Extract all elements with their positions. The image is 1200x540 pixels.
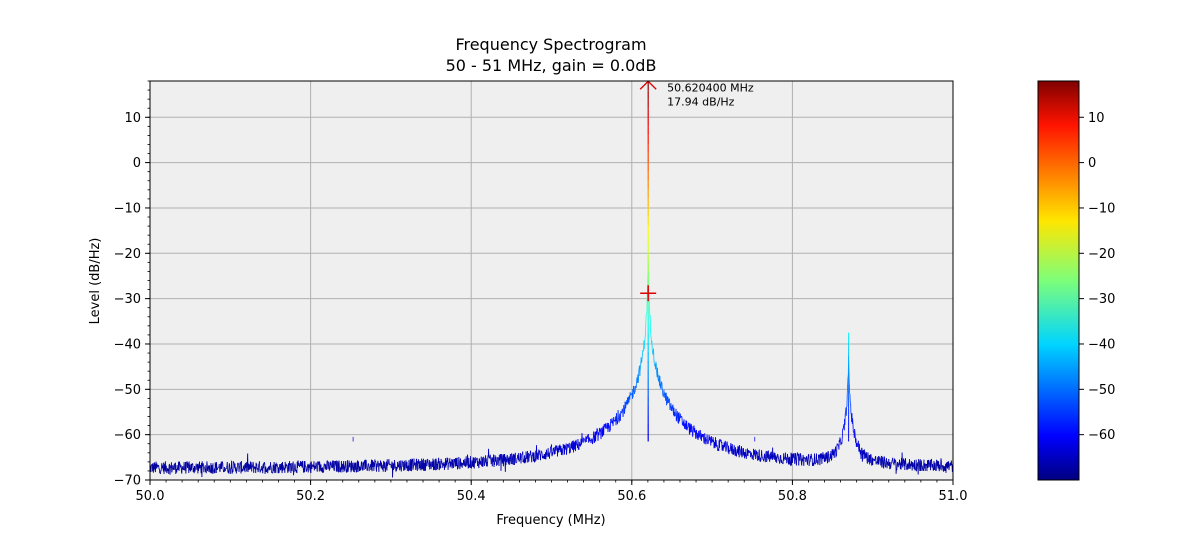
x-tick-label: 50.4 [457,489,486,504]
colorbar-tick-label: −50 [1088,383,1115,398]
x-tick-label: 51.0 [939,489,968,504]
axis-ticks: 50.0 50.2 50.4 50.6 50.8 51.0 10 0 −10 −20 −30 −40 −… [114,80,968,504]
x-tick-label: 50.0 [136,489,165,504]
x-tick-label: 50.2 [296,489,325,504]
chart-title: Frequency Spectrogram [455,35,646,54]
y-tick-label: −30 [114,292,141,307]
y-axis-label: Level (dB/Hz) [88,238,103,325]
y-tick-label: 10 [124,111,141,126]
plot-area [150,81,953,480]
colorbar-tick-label: −10 [1088,201,1115,216]
colorbar-tick-label: −60 [1088,428,1115,443]
x-tick-label: 50.6 [617,489,646,504]
x-axis-label: Frequency (MHz) [496,513,605,528]
colorbar [1037,80,1080,481]
y-tick-label: −50 [114,383,141,398]
y-tick-label: −10 [114,201,141,216]
colorbar-tick-label: −20 [1088,247,1115,262]
y-tick-label: −60 [114,428,141,443]
y-tick-label: −20 [114,247,141,262]
colorbar-tick-label: 0 [1088,156,1096,171]
y-tick-label: −70 [114,474,141,489]
chart-subtitle: 50 - 51 MHz, gain = 0.0dB [446,56,657,75]
colorbar-tick-label: −40 [1088,337,1115,352]
peak-level-label: 17.94 dB/Hz [667,95,734,108]
spectrum-trace [150,81,953,478]
colorbar-ticks: 10 0 −10 −20 −30 −40 −50 −60 [1079,111,1115,443]
colorbar-tick-label: −30 [1088,292,1115,307]
x-tick-label: 50.8 [778,489,807,504]
y-tick-label: 0 [133,156,141,171]
y-tick-label: −40 [114,337,141,352]
peak-frequency-label: 50.620400 MHz [667,81,754,94]
colorbar-tick-label: 10 [1088,111,1105,126]
